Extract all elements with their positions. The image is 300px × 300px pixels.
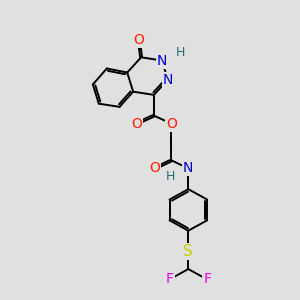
Text: N: N — [157, 53, 167, 68]
Text: F: F — [203, 272, 211, 286]
Text: N: N — [183, 161, 194, 176]
Text: F: F — [166, 272, 174, 286]
Text: O: O — [166, 117, 177, 130]
Text: O: O — [131, 117, 142, 130]
Text: S: S — [183, 244, 193, 259]
Text: O: O — [149, 161, 160, 176]
Text: N: N — [163, 73, 173, 87]
Text: H: H — [166, 170, 176, 183]
Text: H: H — [176, 46, 185, 59]
Text: O: O — [133, 33, 144, 47]
